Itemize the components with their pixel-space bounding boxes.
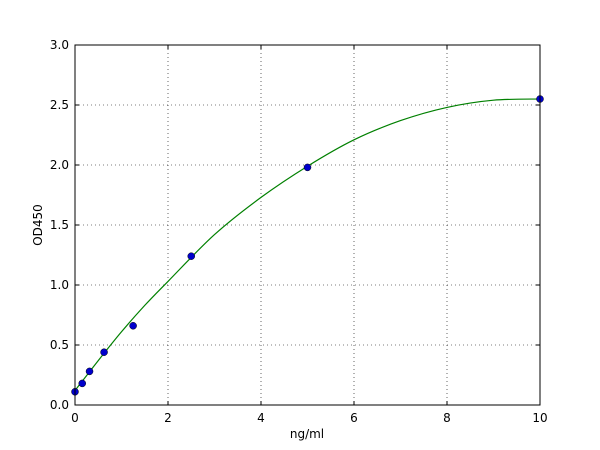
data-point xyxy=(85,367,94,376)
y-tick-label: 2.0 xyxy=(50,158,69,172)
data-point xyxy=(129,322,137,330)
x-tick-label: 4 xyxy=(257,411,265,425)
y-tick-label: 0.5 xyxy=(50,338,69,352)
x-tick-label: 0 xyxy=(71,411,79,425)
grid xyxy=(74,44,541,406)
data-point xyxy=(303,163,312,172)
data-point xyxy=(100,348,108,356)
x-tick-label: 6 xyxy=(350,411,358,425)
y-tick-label: 1.5 xyxy=(50,218,69,232)
ticks: 0 2 4 6 8 10 0.0 0.5 1.0 1.5 2.0 2.5 3.0 xyxy=(50,38,548,425)
y-axis-label: OD450 xyxy=(31,204,45,246)
x-axis-label: ng/ml xyxy=(290,427,324,441)
y-tick-label: 0.0 xyxy=(50,398,69,412)
y-tick-label: 1.0 xyxy=(50,278,69,292)
x-tick-label: 10 xyxy=(532,411,547,425)
data-point xyxy=(187,252,195,260)
x-tick-label: 2 xyxy=(164,411,172,425)
y-tick-label: 3.0 xyxy=(50,38,69,52)
data-point xyxy=(78,379,87,388)
y-tick-label: 2.5 xyxy=(50,98,69,112)
data-points xyxy=(71,95,544,396)
fit-curve xyxy=(74,98,541,391)
x-tick-label: 8 xyxy=(443,411,451,425)
